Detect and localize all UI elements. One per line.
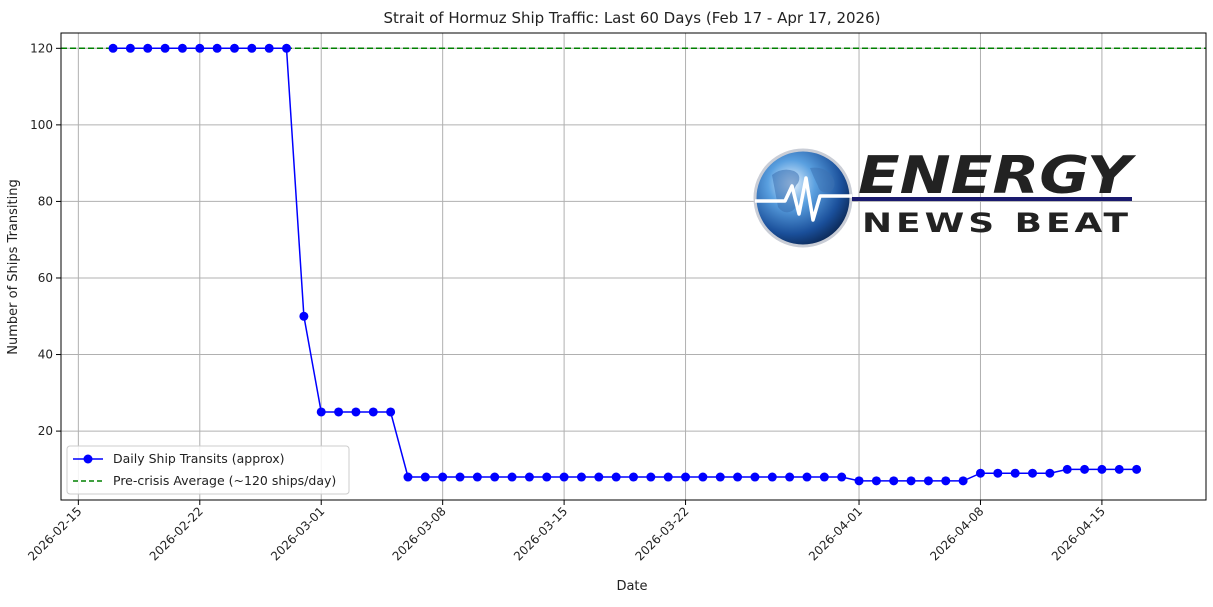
- transits-point: [663, 472, 673, 482]
- x-tick-label: 2026-03-08: [390, 504, 449, 563]
- transits-point: [958, 476, 968, 486]
- transits-line: [113, 47, 1137, 482]
- y-tick-label: 100: [30, 118, 53, 132]
- transits-point: [1062, 464, 1072, 474]
- y-tick-label: 80: [38, 194, 53, 208]
- transits-point: [125, 43, 135, 53]
- transits-point: [1132, 464, 1142, 474]
- transits-point: [1010, 468, 1020, 478]
- transits-point: [819, 472, 829, 482]
- x-tick-label: 2026-03-15: [511, 504, 570, 563]
- transits-point: [403, 472, 413, 482]
- x-tick-label: 2026-02-22: [147, 504, 206, 563]
- x-tick-label: 2026-04-08: [927, 504, 986, 563]
- transits-point: [975, 468, 985, 478]
- x-axis-ticks: 2026-02-15 2026-02-22 2026-03-01 2026-03-08…: [25, 500, 1108, 563]
- transits-point: [455, 472, 465, 482]
- legend-label-average: Pre-crisis Average (~120 ships/day): [113, 473, 336, 488]
- legend: Daily Ship Transits (approx) Pre-crisis …: [66, 445, 350, 495]
- transits-point: [681, 472, 691, 482]
- transits-point: [906, 476, 916, 486]
- x-tick-label: 2026-04-15: [1049, 504, 1108, 563]
- transits-point: [1045, 468, 1055, 478]
- transits-point: [611, 472, 621, 482]
- plot-frame: [60, 32, 1207, 501]
- transits-point: [767, 472, 777, 482]
- y-tick-label: 120: [30, 41, 53, 55]
- legend-entry-average: Pre-crisis Average (~120 ships/day): [73, 473, 336, 488]
- transits-point: [507, 472, 517, 482]
- logo-line1: ENERGY: [858, 146, 1137, 206]
- transits-point: [941, 476, 951, 486]
- series-layer: [61, 43, 1206, 486]
- transits-point: [177, 43, 187, 53]
- transits-point: [1114, 464, 1124, 474]
- globe-heartbeat-icon: [753, 148, 853, 248]
- transits-point: [646, 472, 656, 482]
- transits-point: [316, 407, 326, 417]
- x-axis-label: Date: [616, 579, 647, 594]
- y-tick-label: 20: [38, 424, 53, 438]
- transits-point: [264, 43, 274, 53]
- transits-point: [160, 43, 170, 53]
- transits-point: [282, 43, 292, 53]
- legend-label-transits: Daily Ship Transits (approx): [113, 451, 285, 466]
- transits-point: [559, 472, 569, 482]
- y-axis-label: Number of Ships Transiting: [6, 179, 21, 354]
- transits-point: [438, 472, 448, 482]
- y-tick-label: 60: [38, 271, 53, 285]
- legend-marker-transits: [83, 454, 93, 464]
- transits-point: [629, 472, 638, 482]
- transits-point: [594, 472, 604, 482]
- transits-point: [524, 472, 534, 482]
- transits-point: [923, 476, 933, 486]
- x-tick-label: 2026-03-22: [632, 504, 691, 563]
- energy-news-beat-logo: ENERGY NEWS BEAT: [753, 146, 1137, 248]
- transits-point: [698, 472, 708, 482]
- x-tick-label: 2026-04-01: [806, 504, 865, 563]
- transits-point: [143, 43, 153, 53]
- transits-point: [229, 43, 239, 53]
- transits-point: [420, 472, 430, 482]
- transits-point: [733, 472, 743, 482]
- transits-point: [334, 407, 344, 417]
- transits-point: [889, 476, 899, 486]
- transits-point: [715, 472, 725, 482]
- grid: [61, 33, 1206, 500]
- transits-point: [871, 476, 881, 486]
- transits-point: [212, 43, 222, 53]
- transits-point: [299, 311, 309, 321]
- transits-point: [542, 472, 552, 482]
- transits-point: [1080, 464, 1090, 474]
- transits-point: [802, 472, 812, 482]
- transits-point: [854, 476, 864, 486]
- transits-point: [247, 43, 257, 53]
- transits-point: [472, 472, 482, 482]
- transits-point: [490, 472, 500, 482]
- transits-point: [993, 468, 1003, 478]
- transits-point: [195, 43, 205, 53]
- legend-box: [66, 445, 350, 495]
- transits-point: [368, 407, 378, 417]
- transits-point: [1028, 468, 1038, 478]
- x-tick-label: 2026-03-01: [268, 504, 327, 563]
- transits-point: [1097, 464, 1107, 474]
- y-tick-label: 40: [38, 348, 53, 362]
- transits-point: [108, 43, 118, 53]
- transits-point: [351, 407, 361, 417]
- y-axis-ticks: 20 40 60 80 100 120: [30, 41, 61, 438]
- transits-point: [386, 407, 396, 417]
- chart-title: Strait of Hormuz Ship Traffic: Last 60 D…: [384, 9, 881, 27]
- logo-line2: NEWS BEAT: [862, 208, 1132, 239]
- x-tick-label: 2026-02-15: [25, 504, 84, 563]
- transits-point: [576, 472, 586, 482]
- legend-entry-transits: Daily Ship Transits (approx): [73, 451, 285, 466]
- transits-point: [837, 472, 847, 482]
- transits-point: [785, 472, 795, 482]
- transits-point: [750, 472, 760, 482]
